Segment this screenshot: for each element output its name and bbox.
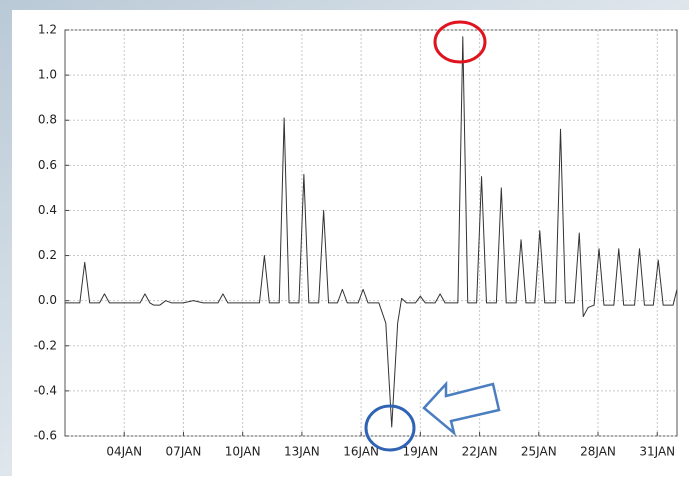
data-line: [65, 36, 678, 428]
y-tick-label: 1.0: [38, 68, 57, 82]
y-tick-label: 0.8: [38, 113, 57, 127]
x-tick-label: 22JAN: [462, 445, 498, 459]
x-tick-label: 07JAN: [166, 445, 202, 459]
y-tick-label: 0.4: [38, 203, 57, 217]
x-tick-label: 19JAN: [402, 445, 438, 459]
highlight-circle: [364, 404, 416, 452]
highlight-circle: [433, 20, 487, 64]
x-tick-label: 16JAN: [343, 445, 379, 459]
x-tick-label: 10JAN: [225, 445, 261, 459]
arrow: [422, 380, 501, 437]
y-tick-label: -0.2: [34, 338, 57, 352]
y-tick-label: -0.4: [34, 383, 57, 397]
y-tick-label: 0.6: [38, 158, 57, 172]
x-tick-label: 25JAN: [521, 445, 557, 459]
y-tick-label: 1.2: [38, 23, 57, 37]
y-tick-label: -0.6: [34, 429, 57, 443]
x-tick-label: 13JAN: [284, 445, 320, 459]
x-tick-label: 31JAN: [639, 445, 675, 459]
y-tick-label: 0.0: [38, 293, 57, 307]
y-tick-label: 0.2: [38, 248, 57, 262]
x-tick-label: 28JAN: [580, 445, 616, 459]
plot-area: [64, 29, 678, 437]
x-tick-label: 04JAN: [106, 445, 142, 459]
